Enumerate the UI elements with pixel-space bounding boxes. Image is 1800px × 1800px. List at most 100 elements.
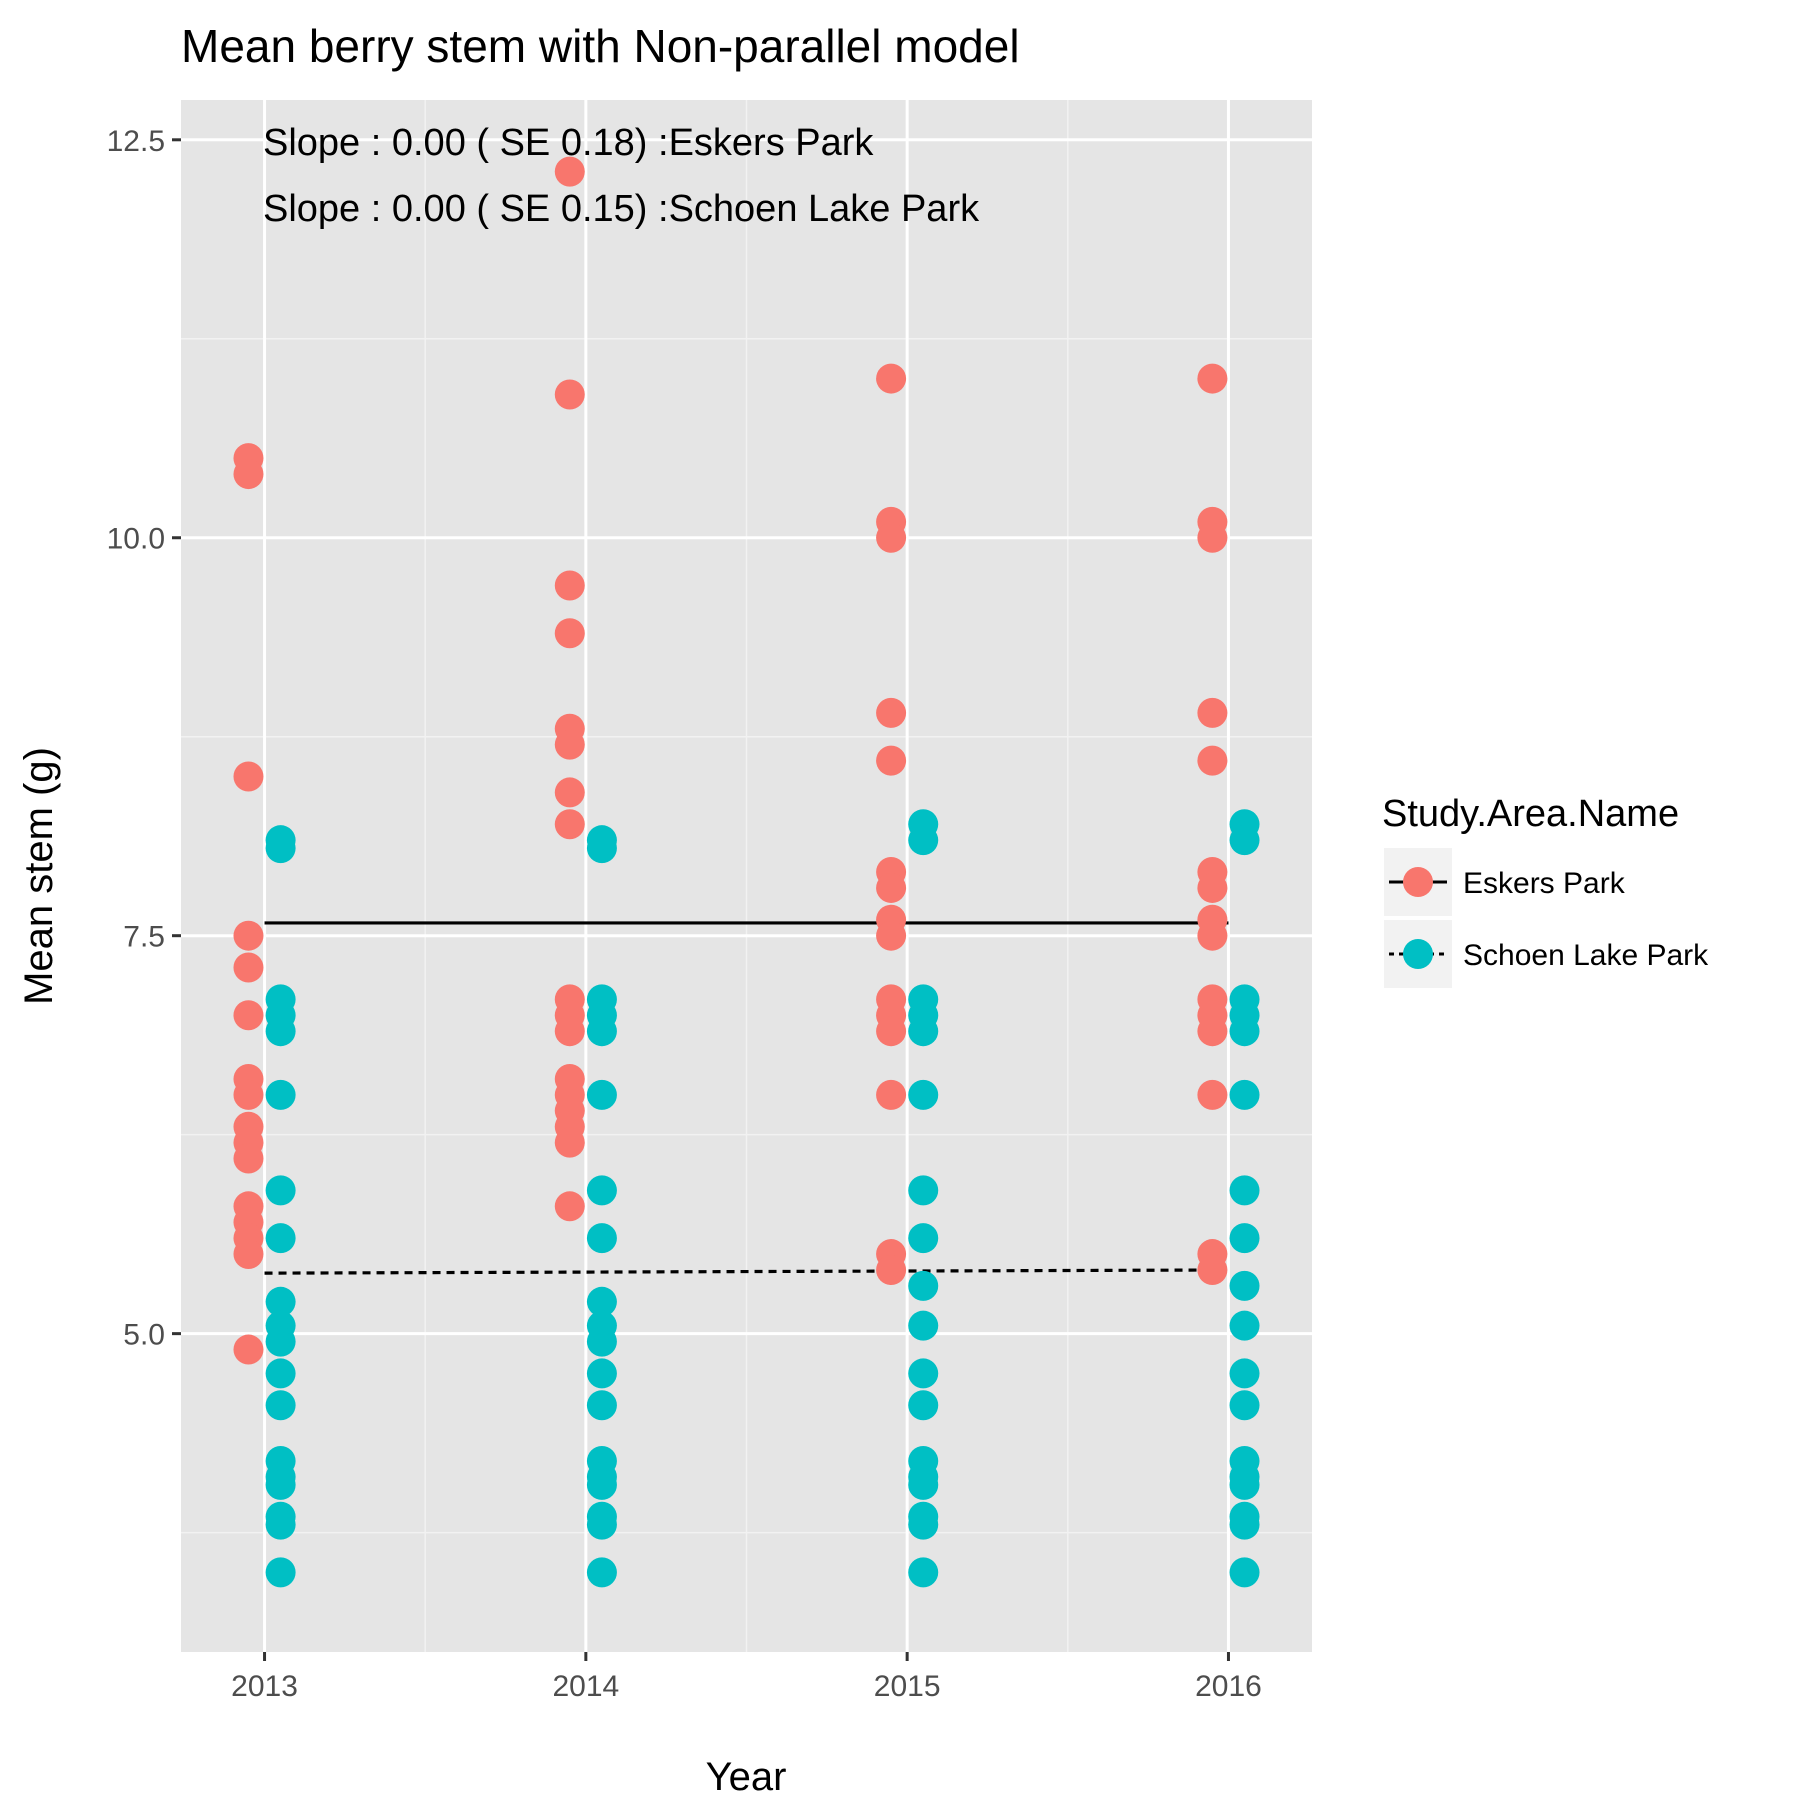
data-point-schoen <box>908 1358 939 1389</box>
data-point-eskers <box>554 1127 585 1158</box>
data-point-schoen <box>265 1016 296 1047</box>
data-point-schoen <box>265 1326 296 1357</box>
data-point-schoen <box>586 1175 617 1206</box>
legend-label: Eskers Park <box>1463 867 1626 900</box>
grid-minor <box>181 100 1312 1652</box>
data-point-eskers <box>233 1239 264 1270</box>
data-point-eskers <box>876 363 907 394</box>
data-point-eskers <box>554 809 585 840</box>
data-point-schoen <box>265 1175 296 1206</box>
data-point-eskers <box>233 1143 264 1174</box>
data-point-eskers <box>1197 1254 1228 1285</box>
data-point-schoen <box>586 1509 617 1540</box>
data-point-schoen <box>1229 1390 1260 1421</box>
data-point-schoen <box>908 1557 939 1588</box>
data-point-eskers <box>554 729 585 760</box>
data-point-eskers <box>554 777 585 808</box>
data-point-schoen <box>1229 1175 1260 1206</box>
data-point-eskers <box>876 522 907 553</box>
y-tick-label: 5.0 <box>123 1319 165 1352</box>
data-point-eskers <box>554 1191 585 1222</box>
data-point-schoen <box>265 1509 296 1540</box>
data-point-eskers <box>554 1016 585 1047</box>
x-axis-title: Year <box>706 1755 787 1799</box>
data-point-eskers <box>554 570 585 601</box>
fit-lines <box>264 921 1229 1275</box>
data-point-schoen <box>586 1557 617 1588</box>
data-point-schoen <box>908 1390 939 1421</box>
y-tick-label: 7.5 <box>123 921 165 954</box>
data-point-eskers <box>1197 920 1228 951</box>
data-point-schoen <box>586 1469 617 1500</box>
data-point-schoen <box>908 1079 939 1110</box>
data-point-eskers <box>1197 745 1228 776</box>
data-point-schoen <box>1229 825 1260 856</box>
data-point-eskers <box>233 1334 264 1365</box>
grid-major <box>181 100 1312 1652</box>
data-point-eskers <box>554 156 585 187</box>
data-point-eskers <box>233 761 264 792</box>
data-point-eskers <box>1197 697 1228 728</box>
data-point-eskers <box>876 872 907 903</box>
data-point-schoen <box>908 1223 939 1254</box>
data-point-schoen <box>1229 1557 1260 1588</box>
data-points <box>233 156 1260 1588</box>
data-point-eskers <box>876 1016 907 1047</box>
data-point-schoen <box>586 1390 617 1421</box>
data-point-eskers <box>1197 522 1228 553</box>
data-point-schoen <box>1229 1469 1260 1500</box>
data-point-eskers <box>233 1079 264 1110</box>
data-point-eskers <box>233 920 264 951</box>
chart-title: Mean berry stem with Non-parallel model <box>181 20 1020 72</box>
data-point-schoen <box>908 1175 939 1206</box>
legend-item-schoen: Schoen Lake Park <box>1384 920 1709 988</box>
legend-key-point <box>1403 939 1433 969</box>
data-point-schoen <box>586 1079 617 1110</box>
data-point-schoen <box>586 1286 617 1317</box>
y-tick-label: 10.0 <box>107 523 165 556</box>
data-point-schoen <box>586 1326 617 1357</box>
data-point-eskers <box>554 618 585 649</box>
data-point-schoen <box>908 1016 939 1047</box>
plot-panel: Slope : 0.00 ( SE 0.18) :Eskers Park Slo… <box>181 100 1312 1652</box>
data-point-schoen <box>586 1358 617 1389</box>
y-axis-title: Mean stem (g) <box>17 747 61 1005</box>
data-point-schoen <box>908 825 939 856</box>
x-tick-label: 2015 <box>874 1670 941 1703</box>
data-point-eskers <box>233 1000 264 1031</box>
data-point-schoen <box>1229 1310 1260 1341</box>
data-point-eskers <box>554 379 585 410</box>
legend: Study.Area.Name Eskers Park Schoen Lake … <box>1382 793 1709 988</box>
data-point-schoen <box>265 1390 296 1421</box>
data-point-schoen <box>908 1310 939 1341</box>
x-axis: 2013 2014 2015 2016 <box>231 1670 1262 1703</box>
data-point-schoen <box>1229 1270 1260 1301</box>
data-point-schoen <box>265 833 296 864</box>
data-point-eskers <box>1197 872 1228 903</box>
y-axis: 5.0 7.5 10.0 12.5 <box>107 125 165 1352</box>
data-point-schoen <box>908 1469 939 1500</box>
annotation-schoen: Slope : 0.00 ( SE 0.15) :Schoen Lake Par… <box>263 188 980 230</box>
tick-marks <box>172 138 1230 1661</box>
data-point-eskers <box>1197 1016 1228 1047</box>
data-point-schoen <box>908 1270 939 1301</box>
data-point-schoen <box>586 833 617 864</box>
data-point-schoen <box>265 1079 296 1110</box>
data-point-schoen <box>586 1223 617 1254</box>
legend-title: Study.Area.Name <box>1382 793 1679 835</box>
data-point-eskers <box>876 697 907 728</box>
data-point-schoen <box>908 1509 939 1540</box>
y-tick-label: 12.5 <box>107 125 165 158</box>
annotation-eskers: Slope : 0.00 ( SE 0.18) :Eskers Park <box>263 122 874 164</box>
x-tick-label: 2014 <box>552 1670 619 1703</box>
data-point-eskers <box>876 920 907 951</box>
data-point-eskers <box>876 1254 907 1285</box>
data-point-schoen <box>265 1286 296 1317</box>
x-tick-label: 2013 <box>231 1670 298 1703</box>
data-point-eskers <box>1197 1079 1228 1110</box>
data-point-schoen <box>265 1223 296 1254</box>
data-point-eskers <box>876 1079 907 1110</box>
x-tick-label: 2016 <box>1195 1670 1262 1703</box>
data-point-schoen <box>586 1016 617 1047</box>
